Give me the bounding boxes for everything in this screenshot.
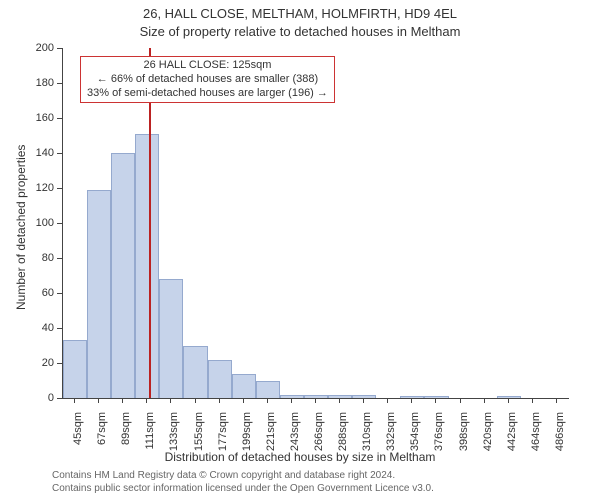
xtick-mark <box>74 398 75 403</box>
xtick-mark <box>411 398 412 403</box>
xtick-label: 111sqm <box>144 412 156 450</box>
ytick-label: 60 <box>0 287 54 299</box>
property-info-box: 26 HALL CLOSE: 125sqm← 66% of detached h… <box>80 56 335 103</box>
xtick-label: 45sqm <box>72 412 84 445</box>
ytick-mark <box>57 223 62 224</box>
xtick-label: 420sqm <box>482 412 494 451</box>
histogram-bar <box>63 340 87 398</box>
xtick-label: 89sqm <box>120 412 132 445</box>
histogram-bar <box>232 374 256 399</box>
chart-title-line1: 26, HALL CLOSE, MELTHAM, HOLMFIRTH, HD9 … <box>0 6 600 21</box>
histogram-bar <box>400 396 424 398</box>
xtick-mark <box>387 398 388 403</box>
ytick-mark <box>57 328 62 329</box>
ytick-label: 40 <box>0 322 54 334</box>
ytick-mark <box>57 363 62 364</box>
histogram-bar <box>328 395 352 399</box>
ytick-mark <box>57 153 62 154</box>
xtick-mark <box>363 398 364 403</box>
xtick-label: 243sqm <box>289 412 301 451</box>
xtick-mark <box>219 398 220 403</box>
ytick-label: 120 <box>0 182 54 194</box>
histogram-bar <box>87 190 111 398</box>
ytick-mark <box>57 48 62 49</box>
histogram-bar <box>424 396 448 398</box>
ytick-mark <box>57 83 62 84</box>
xtick-mark <box>267 398 268 403</box>
xtick-label: 332sqm <box>385 412 397 451</box>
infobox-line: 33% of semi-detached houses are larger (… <box>87 87 328 101</box>
xtick-mark <box>460 398 461 403</box>
xtick-label: 133sqm <box>168 412 180 451</box>
histogram-bar <box>256 381 280 399</box>
histogram-bar <box>497 396 521 398</box>
infobox-line: ← 66% of detached houses are smaller (38… <box>87 73 328 87</box>
xtick-label: 155sqm <box>193 412 205 451</box>
xtick-label: 398sqm <box>458 412 470 451</box>
xtick-mark <box>532 398 533 403</box>
xtick-label: 266sqm <box>313 412 325 451</box>
ytick-label: 140 <box>0 147 54 159</box>
histogram-bar <box>183 346 207 399</box>
histogram-bar <box>135 134 159 398</box>
xtick-label: 288sqm <box>337 412 349 451</box>
ytick-mark <box>57 188 62 189</box>
ytick-mark <box>57 293 62 294</box>
ytick-label: 20 <box>0 357 54 369</box>
xtick-mark <box>146 398 147 403</box>
histogram-bar <box>111 153 135 398</box>
xtick-label: 199sqm <box>241 412 253 451</box>
xtick-mark <box>435 398 436 403</box>
xtick-mark <box>170 398 171 403</box>
ytick-label: 200 <box>0 42 54 54</box>
chart-title-line2: Size of property relative to detached ho… <box>0 24 600 39</box>
ytick-mark <box>57 398 62 399</box>
xtick-label: 354sqm <box>409 412 421 451</box>
ytick-label: 160 <box>0 112 54 124</box>
ytick-label: 0 <box>0 392 54 404</box>
xtick-mark <box>315 398 316 403</box>
xtick-mark <box>339 398 340 403</box>
xtick-label: 177sqm <box>217 412 229 451</box>
ytick-label: 80 <box>0 252 54 264</box>
histogram-bar <box>280 395 304 399</box>
xtick-mark <box>243 398 244 403</box>
xtick-mark <box>508 398 509 403</box>
ytick-mark <box>57 118 62 119</box>
xtick-label: 310sqm <box>361 412 373 451</box>
xtick-mark <box>122 398 123 403</box>
xtick-label: 221sqm <box>265 412 277 451</box>
xtick-mark <box>291 398 292 403</box>
infobox-line: 26 HALL CLOSE: 125sqm <box>87 59 328 73</box>
footer-attribution: Contains HM Land Registry data © Crown c… <box>52 470 434 495</box>
xtick-mark <box>484 398 485 403</box>
xtick-label: 442sqm <box>506 412 518 451</box>
xtick-mark <box>556 398 557 403</box>
footer-line2: Contains public sector information licen… <box>52 483 434 496</box>
xtick-mark <box>98 398 99 403</box>
xtick-label: 67sqm <box>96 412 108 445</box>
histogram-bar <box>208 360 232 399</box>
ytick-label: 100 <box>0 217 54 229</box>
xtick-label: 376sqm <box>433 412 445 451</box>
xtick-mark <box>195 398 196 403</box>
footer-line1: Contains HM Land Registry data © Crown c… <box>52 470 434 483</box>
histogram-bar <box>352 395 376 399</box>
chart-root: 26, HALL CLOSE, MELTHAM, HOLMFIRTH, HD9 … <box>0 0 600 500</box>
xtick-label: 486sqm <box>554 412 566 451</box>
x-axis-label: Distribution of detached houses by size … <box>0 450 600 464</box>
xtick-label: 464sqm <box>530 412 542 451</box>
ytick-label: 180 <box>0 77 54 89</box>
histogram-bar <box>159 279 183 398</box>
ytick-mark <box>57 258 62 259</box>
